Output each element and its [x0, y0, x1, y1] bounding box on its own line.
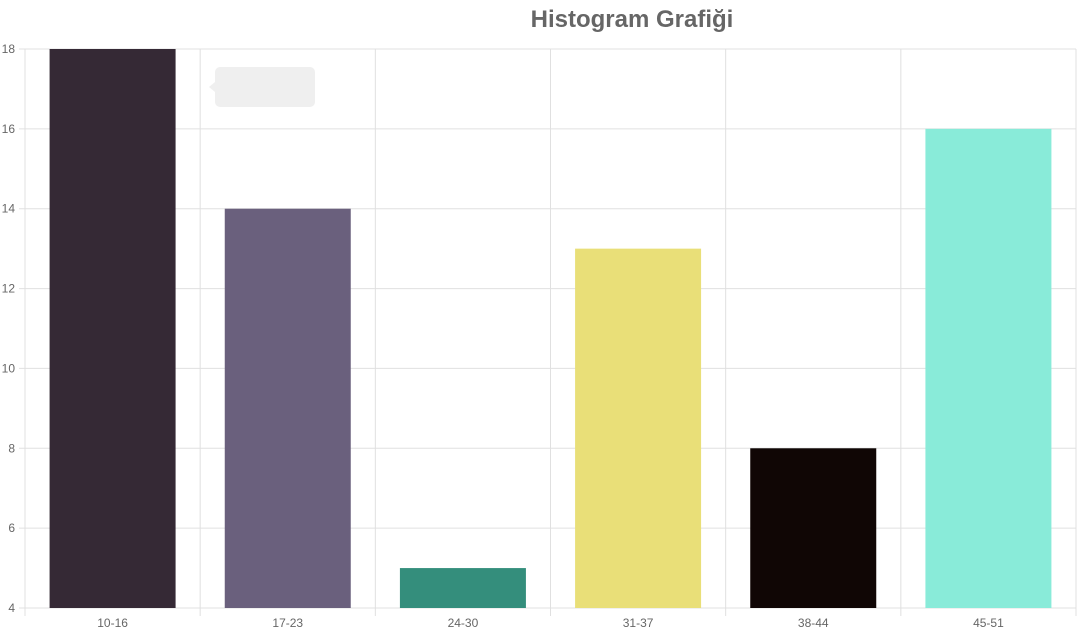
- tooltip: [209, 67, 315, 107]
- y-tick-label: 6: [8, 521, 15, 535]
- y-tick-label: 4: [8, 601, 15, 615]
- bar-17-23[interactable]: [224, 208, 351, 608]
- chart-title: Histogram Grafiği: [530, 6, 734, 33]
- x-tick-label: 38-44: [798, 616, 829, 630]
- x-tick-label: 10-16: [97, 616, 128, 630]
- y-tick-label: 12: [2, 282, 16, 296]
- y-tick-label: 16: [2, 122, 16, 136]
- x-tick-label: 24-30: [448, 616, 479, 630]
- grid-lines: [19, 48, 1077, 616]
- x-tick-label: 45-51: [973, 616, 1004, 630]
- x-tick-label: 31-37: [623, 616, 654, 630]
- bar-31-37[interactable]: [575, 248, 702, 608]
- bar-45-51[interactable]: [925, 128, 1052, 608]
- bar-24-30[interactable]: [399, 568, 526, 608]
- bar-10-16[interactable]: [49, 49, 176, 608]
- bar-38-44[interactable]: [750, 448, 877, 608]
- x-tick-label: 17-23: [272, 616, 303, 630]
- y-tick-label: 10: [2, 361, 16, 375]
- x-axis-ticks: 10-16 17-23 24-30 31-37 38-44 45-51: [97, 616, 1004, 630]
- y-axis-ticks: 4 6 8 10 12 14 16 18: [2, 42, 16, 615]
- y-tick-label: 8: [8, 441, 15, 455]
- y-tick-label: 18: [2, 42, 16, 56]
- bars: [49, 49, 1052, 608]
- y-tick-label: 14: [2, 202, 16, 216]
